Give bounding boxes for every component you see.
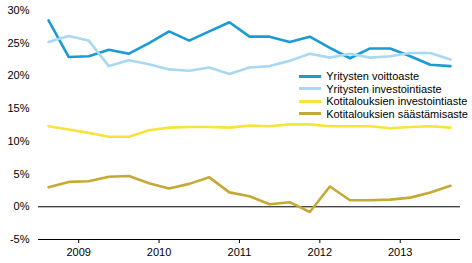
- svg-text:30%: 30%: [7, 4, 29, 16]
- html-text:Kotitalouksien investointiaste: Kotitalouksien investointiaste: [326, 95, 468, 107]
- svg-text:2009: 2009: [66, 246, 90, 258]
- svg-text:25%: 25%: [7, 37, 29, 49]
- html-text:Yritysten voittoaste: Yritysten voittoaste: [326, 70, 420, 82]
- svg-text:20%: 20%: [7, 69, 29, 81]
- svg-text:2013: 2013: [388, 246, 412, 258]
- svg-text:-5%: -5%: [10, 233, 30, 245]
- svg-text:2010: 2010: [147, 246, 171, 258]
- svg-text:5%: 5%: [14, 168, 30, 180]
- svg-text:0%: 0%: [14, 200, 30, 212]
- svg-text:15%: 15%: [7, 102, 29, 114]
- svg-text:2012: 2012: [308, 246, 332, 258]
- svg-text:10%: 10%: [7, 135, 29, 147]
- html-text:Yritysten investointiaste: Yritysten investointiaste: [326, 82, 442, 95]
- html-text:Kotitalouksien säästämisaste: Kotitalouksien säästämisaste: [326, 107, 468, 120]
- svg-text:2011: 2011: [228, 246, 252, 258]
